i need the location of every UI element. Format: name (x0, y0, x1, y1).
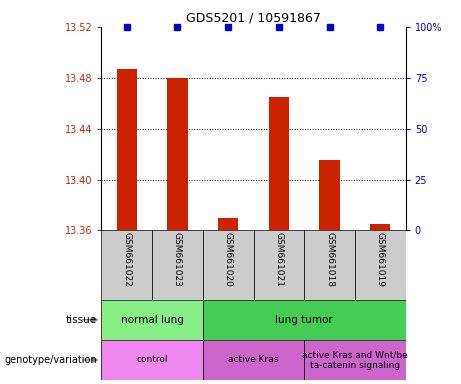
Text: lung tumor: lung tumor (275, 314, 333, 325)
Bar (203, 300, 406, 340)
Text: active Kras: active Kras (228, 356, 279, 364)
Bar (319, 161, 340, 230)
Bar (254, 230, 304, 300)
Bar (117, 69, 137, 230)
Title: GDS5201 / 10591867: GDS5201 / 10591867 (186, 11, 321, 24)
Text: GSM661018: GSM661018 (325, 232, 334, 287)
Text: control: control (136, 356, 168, 364)
Text: GSM661019: GSM661019 (376, 232, 385, 287)
Bar (152, 230, 203, 300)
Bar (101, 340, 203, 380)
Bar (218, 218, 238, 230)
Bar (167, 78, 188, 230)
Text: normal lung: normal lung (121, 314, 183, 325)
Bar (355, 230, 406, 300)
Bar (304, 230, 355, 300)
Text: GSM661020: GSM661020 (224, 232, 233, 287)
Text: GSM661021: GSM661021 (274, 232, 284, 287)
Bar (203, 340, 304, 380)
Bar (101, 230, 152, 300)
Text: GSM661022: GSM661022 (122, 232, 131, 286)
Text: tissue: tissue (65, 314, 97, 325)
Text: genotype/variation: genotype/variation (4, 355, 97, 365)
Bar (304, 340, 406, 380)
Bar (203, 230, 254, 300)
Bar (269, 97, 289, 230)
Bar (101, 300, 203, 340)
Bar (370, 224, 390, 230)
Text: GSM661023: GSM661023 (173, 232, 182, 287)
Text: active Kras and Wnt/be
ta-catenin signaling: active Kras and Wnt/be ta-catenin signal… (302, 350, 408, 370)
